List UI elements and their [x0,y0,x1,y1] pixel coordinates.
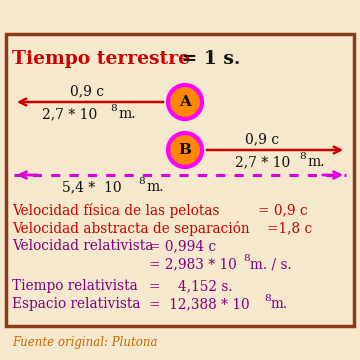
Text: 5,4 *  10: 5,4 * 10 [62,180,122,194]
Text: 8: 8 [264,294,271,303]
Text: 0,9 c: 0,9 c [245,132,279,146]
Text: Fuente original: Plutona: Fuente original: Plutona [12,336,158,349]
Text: m. / s.: m. / s. [250,257,292,271]
Text: Velocidad abstracta de separación: Velocidad abstracta de separación [12,221,249,236]
Text: 8: 8 [110,104,117,113]
Text: 8: 8 [299,152,306,161]
Text: Espacio relativista: Espacio relativista [12,297,140,311]
Text: 8: 8 [138,177,145,186]
Text: =1,8 c: =1,8 c [267,221,312,235]
Text: 8: 8 [243,254,249,263]
Text: 0,9 c: 0,9 c [70,84,104,98]
Text: =  12,388 * 10: = 12,388 * 10 [149,297,249,311]
Text: =    4,152 s.: = 4,152 s. [149,279,233,293]
Bar [6,34,354,326]
Text: Velocidad relativista: Velocidad relativista [12,239,153,253]
Text: B: B [179,143,192,157]
Circle shape [168,85,202,119]
Text: m.: m. [271,297,288,311]
Text: = 0,994 c: = 0,994 c [149,239,216,253]
Text: Velocidad física de las pelotas: Velocidad física de las pelotas [12,203,220,218]
Text: = 1 s.: = 1 s. [175,50,240,68]
Text: m.: m. [118,107,135,121]
Text: Tiempo terrestre: Tiempo terrestre [12,50,190,68]
Text: A: A [179,95,191,109]
Text: m.: m. [146,180,163,194]
Circle shape [168,133,202,167]
Text: 2,7 * 10: 2,7 * 10 [42,107,97,121]
Text: 2,7 * 10: 2,7 * 10 [235,155,290,169]
Text: = 0,9 c: = 0,9 c [258,203,308,217]
Text: Tiempo relativista: Tiempo relativista [12,279,138,293]
Text: m.: m. [307,155,324,169]
Text: = 2,983 * 10: = 2,983 * 10 [149,257,237,271]
